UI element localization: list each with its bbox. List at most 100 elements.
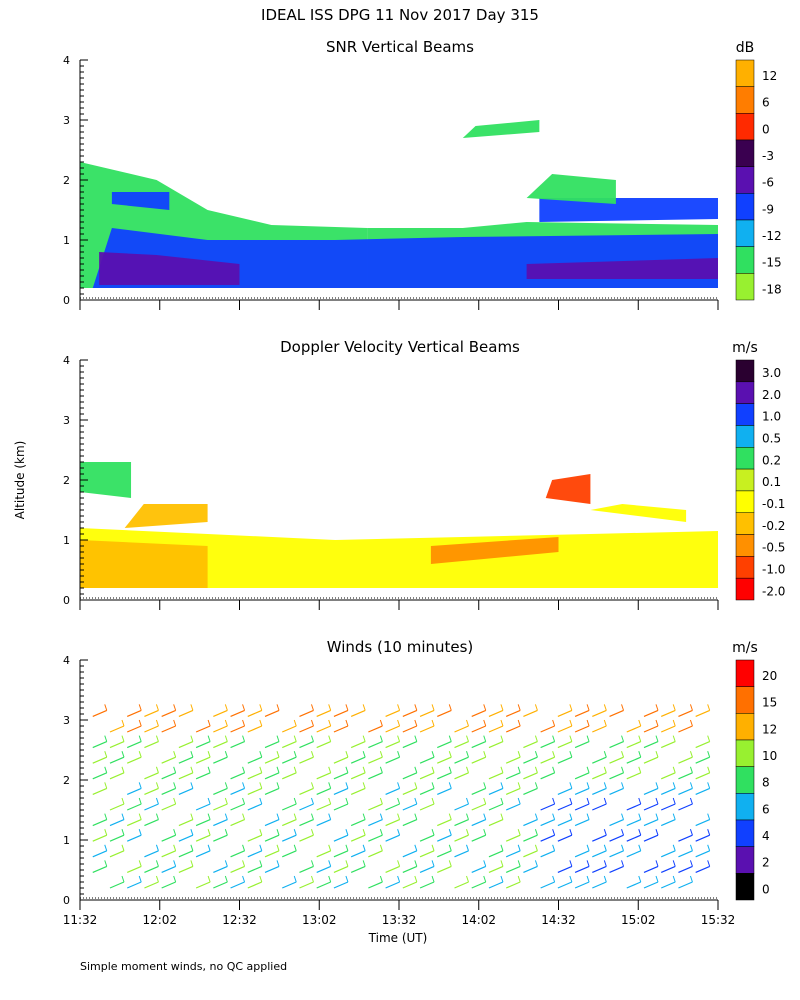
wind-barb (557, 881, 573, 889)
wind-barb-flag (621, 735, 625, 742)
wind-barb (471, 709, 486, 717)
wind-barb (557, 741, 573, 749)
wind-barb-flag (207, 797, 211, 805)
colorbar-label: -9 (762, 202, 774, 216)
wind-barb (402, 772, 418, 780)
wind-barb-flag (672, 875, 676, 883)
wind-barb-flag (603, 844, 607, 851)
wind-barb (660, 819, 676, 827)
wind-barb (247, 772, 263, 780)
wind-barb (264, 741, 280, 749)
wind-barb (488, 741, 504, 749)
wind-barb-flag (466, 766, 469, 773)
wind-barb-flag (638, 751, 642, 758)
wind-barb (643, 881, 659, 889)
colorbar-label: 1.0 (762, 410, 781, 424)
wind-barb-flag (276, 766, 280, 773)
wind-barb (592, 772, 607, 780)
wind-barb-flag (190, 735, 194, 742)
wind-barb-flag (500, 844, 504, 851)
wind-barb-flag (259, 719, 263, 727)
wind-barb (316, 819, 331, 827)
wind-barb (299, 865, 314, 873)
wind-barb-flag (621, 782, 625, 789)
wind-barb (505, 865, 521, 873)
wind-barb-flag (224, 735, 228, 742)
wind-barb (454, 772, 469, 780)
wind-barb (195, 772, 211, 780)
wind-barb (643, 803, 659, 811)
wind-barb (626, 803, 642, 811)
colorbar-swatch (735, 793, 755, 821)
wind-barb-flag (483, 829, 487, 836)
wind-barb (247, 803, 263, 811)
wind-barb-flag (431, 829, 435, 836)
wind-barb (299, 834, 314, 842)
wind-barb-flag (328, 704, 332, 711)
wind-barb (144, 725, 159, 733)
wind-barb-flag (517, 875, 521, 883)
wind-barb (695, 756, 710, 764)
wind-barb-flag (259, 751, 263, 758)
wind-barb-flag (569, 719, 573, 727)
wind-barb (592, 787, 607, 795)
wind-barb-flag (707, 704, 711, 711)
wind-barb-flag (242, 735, 246, 742)
wind-barb (505, 772, 521, 780)
wind-barb (488, 865, 504, 873)
wind-barb-flag (190, 860, 194, 867)
wind-barb (385, 819, 400, 827)
x-tick-label: 13:32 (382, 913, 417, 927)
wind-barb-flag (138, 735, 142, 742)
colorbar-label: -18 (762, 282, 782, 296)
wind-barb-flag (586, 782, 590, 789)
wind-barb (316, 881, 331, 889)
wind-barb-flag (155, 875, 159, 883)
colorbar-swatch (735, 659, 755, 687)
wind-barb (144, 772, 159, 780)
wind-barb (678, 834, 693, 842)
wind-barb (574, 865, 590, 873)
wind-barb-flag (655, 875, 659, 883)
wind-barb-flag (328, 860, 332, 867)
y-tick-label: 2 (63, 174, 70, 187)
wind-barb-flag (328, 782, 332, 789)
wind-barb (678, 756, 693, 764)
wind-barb-flag (569, 782, 573, 789)
wind-barb-flag (638, 719, 642, 727)
wind-barb-flag (431, 844, 435, 851)
wind-barb-flag (207, 875, 211, 883)
wind-barb (643, 725, 659, 733)
wind-barb-flag (466, 875, 469, 883)
wind-barb-flag (638, 766, 642, 773)
wind-barb-flag (638, 735, 642, 742)
wind-barb-flag (655, 751, 659, 758)
wind-barb (454, 756, 469, 764)
wind-barb (660, 741, 676, 749)
wind-barb-flag (224, 829, 228, 836)
wind-barb (488, 850, 504, 858)
colorbar-swatch (735, 219, 755, 247)
wind-barb (385, 725, 400, 733)
wind-barb (574, 881, 590, 889)
wind-barb-flag (310, 735, 314, 742)
region-doppler-3 (545, 474, 591, 504)
wind-barb-flag (121, 719, 125, 727)
colorbar-label: 20 (762, 669, 777, 683)
wind-barb-flag (586, 704, 590, 711)
wind-barb (368, 756, 383, 764)
wind-barb-flag (483, 704, 487, 711)
wind-barb-flag (534, 766, 538, 773)
wind-barb (402, 709, 418, 717)
wind-barb (419, 725, 435, 733)
wind-barb-flag (242, 704, 246, 711)
wind-barb-flag (104, 844, 108, 851)
wind-barb-flag (517, 704, 521, 711)
colorbar-label: 15 (762, 696, 777, 710)
wind-barb (264, 834, 280, 842)
wind-barb-flag (259, 797, 263, 805)
wind-barb (213, 881, 228, 889)
wind-barb (540, 756, 555, 764)
wind-barb-flag (328, 844, 332, 851)
wind-barb-flag (448, 860, 452, 867)
